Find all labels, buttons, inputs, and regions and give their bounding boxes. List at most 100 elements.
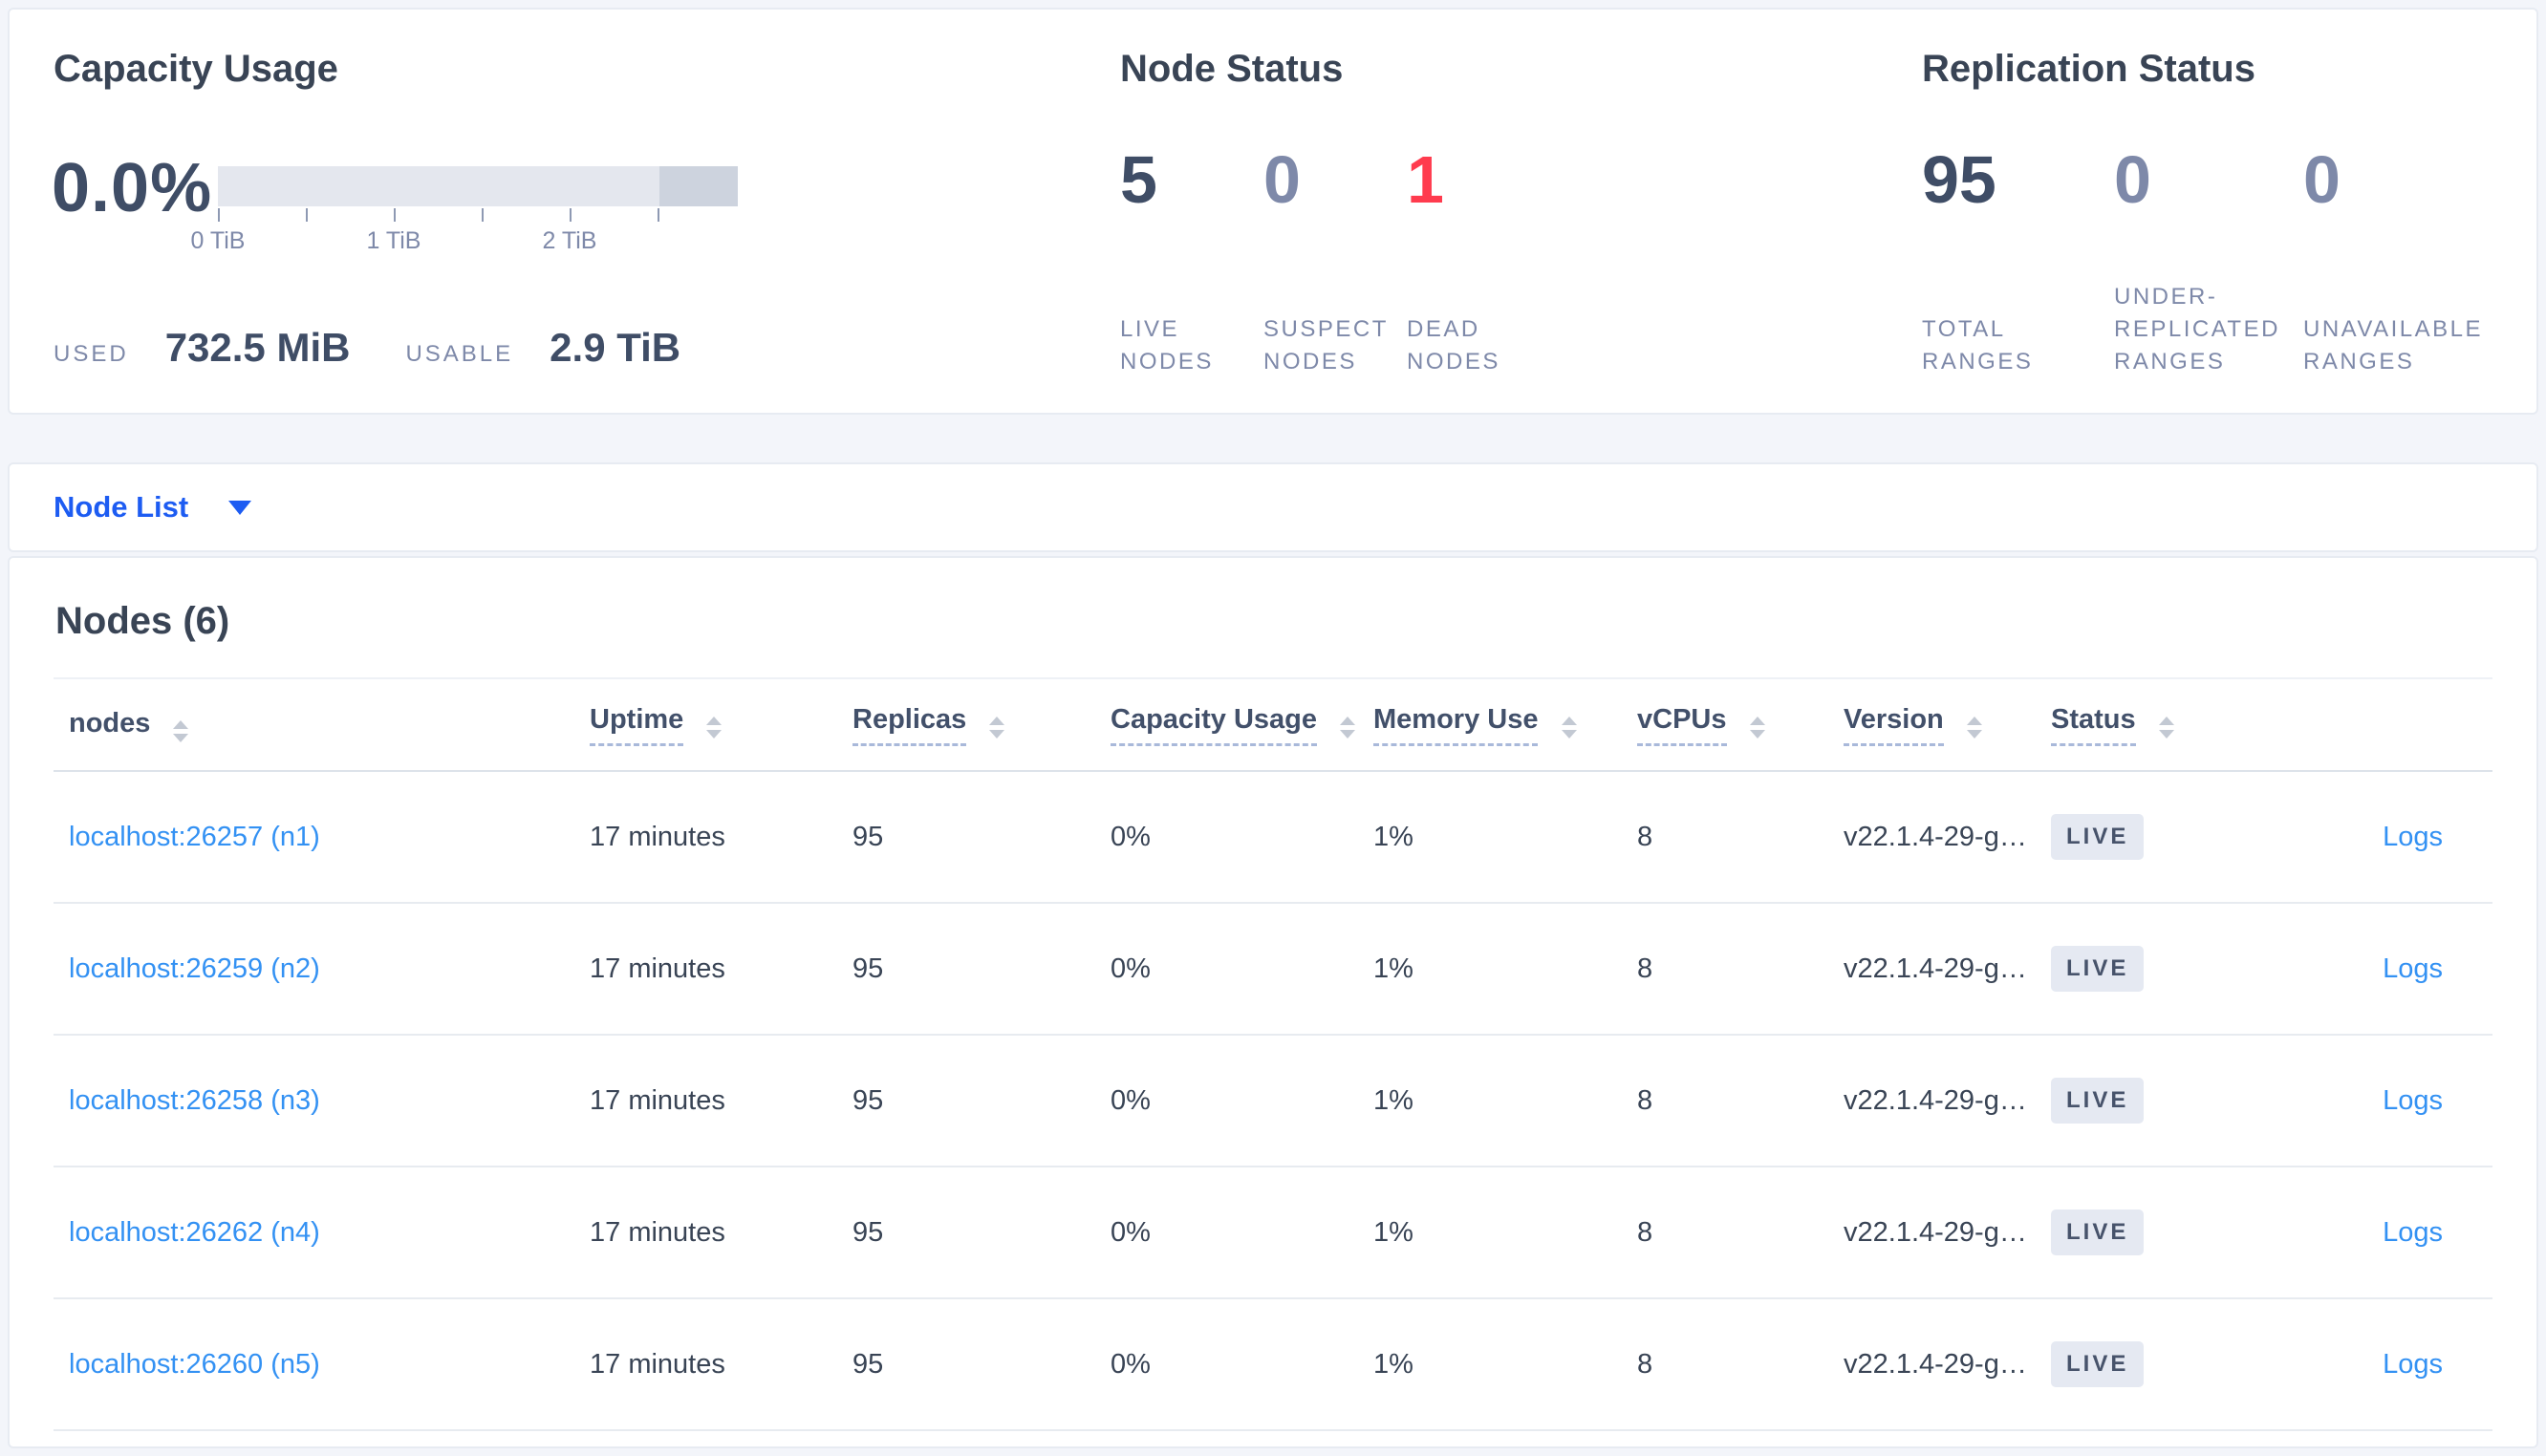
suspect-nodes-metric: 0 SUSPECT NODES	[1263, 139, 1407, 378]
vcpus-cell: 8	[1622, 1167, 1828, 1299]
status-badge: LIVE	[2051, 946, 2145, 992]
logs-link[interactable]: Logs	[2383, 821, 2443, 852]
replication-status-title: Replication Status	[1922, 48, 2255, 90]
live-nodes-value: 5	[1120, 142, 1157, 217]
status-badge: LIVE	[2051, 1078, 2145, 1124]
sort-icon	[2158, 716, 2174, 739]
vcpus-cell: 8	[1622, 1035, 1828, 1167]
node-link[interactable]: localhost:26262 (n4)	[69, 1216, 320, 1248]
under-replicated-ranges-value: 0	[2114, 142, 2151, 217]
status-cell: LIVE	[2036, 903, 2255, 1036]
axis-tick	[218, 208, 220, 222]
capacity-usage-cell: 0%	[1095, 771, 1358, 904]
column-header-nodes[interactable]: nodes	[54, 679, 574, 772]
node-status-title: Node Status	[1120, 48, 1344, 90]
sort-icon	[989, 716, 1005, 739]
capacity-used-percent: 0.0%	[52, 150, 213, 226]
node-cell: localhost:26257 (n1)	[54, 771, 574, 904]
column-header-status[interactable]: Status	[2036, 679, 2255, 772]
unavailable-ranges-value: 0	[2303, 142, 2341, 217]
logs-link[interactable]: Logs	[2383, 1348, 2443, 1380]
table-row: localhost:26258 (n3) 17 minutes 95 0% 1%…	[54, 1035, 2492, 1167]
column-header-uptime[interactable]: Uptime	[574, 679, 837, 772]
nodes-table: nodes Uptime Replicas Capacity Usage	[54, 679, 2492, 1431]
view-selector-bar: Node List	[8, 462, 2538, 552]
axis-tick-label: 1 TiB	[366, 227, 421, 254]
capacity-usage-title: Capacity Usage	[54, 48, 338, 90]
unavailable-ranges-label: UNAVAILABLE RANGES	[2303, 316, 2484, 375]
version-cell: v22.1.4-29-g…	[1828, 1167, 2036, 1299]
version-cell: v22.1.4-29-g…	[1828, 903, 2036, 1036]
uptime-cell: 17 minutes	[574, 903, 837, 1036]
total-ranges-label: TOTAL RANGES	[1922, 316, 2034, 375]
dead-nodes-value: 1	[1407, 142, 1444, 217]
memory-use-cell: 1%	[1358, 1167, 1622, 1299]
logs-cell: Logs	[2255, 1035, 2492, 1167]
uptime-cell: 17 minutes	[574, 1035, 837, 1167]
column-header-memory-use[interactable]: Memory Use	[1358, 679, 1622, 772]
table-row: localhost:26257 (n1) 17 minutes 95 0% 1%…	[54, 771, 2492, 904]
used-label: USED	[54, 341, 129, 367]
column-header-capacity-usage[interactable]: Capacity Usage	[1095, 679, 1358, 772]
sort-icon	[1966, 716, 1982, 739]
status-cell: LIVE	[2036, 771, 2255, 904]
logs-link[interactable]: Logs	[2383, 1216, 2443, 1248]
axis-tick	[570, 208, 572, 222]
table-header-row: nodes Uptime Replicas Capacity Usage	[54, 679, 2492, 772]
axis-tick	[306, 208, 308, 222]
uptime-cell: 17 minutes	[574, 1298, 837, 1431]
status-cell: LIVE	[2036, 1167, 2255, 1299]
sort-icon	[1340, 716, 1356, 739]
under-replicated-ranges-label: UNDER-REPLICATED RANGES	[2114, 284, 2280, 375]
axis-tick	[394, 208, 396, 222]
vcpus-cell: 8	[1622, 771, 1828, 904]
node-cell: localhost:26260 (n5)	[54, 1298, 574, 1431]
total-ranges-metric: 95 TOTAL RANGES	[1922, 139, 2075, 378]
memory-use-cell: 1%	[1358, 1298, 1622, 1431]
capacity-usage-cell: 0%	[1095, 1035, 1358, 1167]
column-header-vcpus[interactable]: vCPUs	[1622, 679, 1828, 772]
status-badge: LIVE	[2051, 1341, 2145, 1387]
sort-icon	[706, 716, 723, 739]
capacity-usage-cell: 0%	[1095, 1167, 1358, 1299]
logs-cell: Logs	[2255, 771, 2492, 904]
status-badge: LIVE	[2051, 1210, 2145, 1255]
table-row: localhost:26259 (n2) 17 minutes 95 0% 1%…	[54, 903, 2492, 1036]
nodes-table-body: localhost:26257 (n1) 17 minutes 95 0% 1%…	[54, 771, 2492, 1431]
version-cell: v22.1.4-29-g…	[1828, 1035, 2036, 1167]
under-replicated-ranges-metric: 0 UNDER-REPLICATED RANGES	[2114, 139, 2300, 378]
capacity-used-row: USED 732.5 MiB USABLE 2.9 TiB	[54, 325, 680, 371]
dead-nodes-metric: 1 DEAD NODES	[1407, 139, 1550, 378]
replicas-cell: 95	[837, 1298, 1095, 1431]
logs-link[interactable]: Logs	[2383, 953, 2443, 984]
axis-tick-label: 2 TiB	[542, 227, 597, 254]
table-row: localhost:26262 (n4) 17 minutes 95 0% 1%…	[54, 1167, 2492, 1299]
capacity-bar-dark-segment	[659, 166, 738, 206]
live-nodes-metric: 5 LIVE NODES	[1120, 139, 1254, 378]
node-link[interactable]: localhost:26257 (n1)	[69, 821, 320, 852]
axis-tick	[482, 208, 484, 222]
column-header-version[interactable]: Version	[1828, 679, 2036, 772]
table-row: localhost:26260 (n5) 17 minutes 95 0% 1%…	[54, 1298, 2492, 1431]
usable-value: 2.9 TiB	[550, 325, 681, 370]
version-cell: v22.1.4-29-g…	[1828, 1298, 2036, 1431]
node-cell: localhost:26262 (n4)	[54, 1167, 574, 1299]
node-link[interactable]: localhost:26260 (n5)	[69, 1348, 320, 1380]
node-link[interactable]: localhost:26259 (n2)	[69, 953, 320, 984]
node-link[interactable]: localhost:26258 (n3)	[69, 1084, 320, 1116]
node-list-dropdown[interactable]: Node List	[54, 490, 252, 525]
sort-icon	[1561, 716, 1577, 739]
chevron-down-icon	[228, 500, 252, 515]
replicas-cell: 95	[837, 1167, 1095, 1299]
total-ranges-value: 95	[1922, 142, 1996, 217]
logs-cell: Logs	[2255, 1298, 2492, 1431]
axis-tick-label: 0 TiB	[190, 227, 246, 254]
capacity-usage-cell: 0%	[1095, 903, 1358, 1036]
status-cell: LIVE	[2036, 1035, 2255, 1167]
logs-link[interactable]: Logs	[2383, 1084, 2443, 1116]
node-cell: localhost:26259 (n2)	[54, 903, 574, 1036]
logs-column-header	[2255, 679, 2492, 772]
status-cell: LIVE	[2036, 1298, 2255, 1431]
column-header-replicas[interactable]: Replicas	[837, 679, 1095, 772]
